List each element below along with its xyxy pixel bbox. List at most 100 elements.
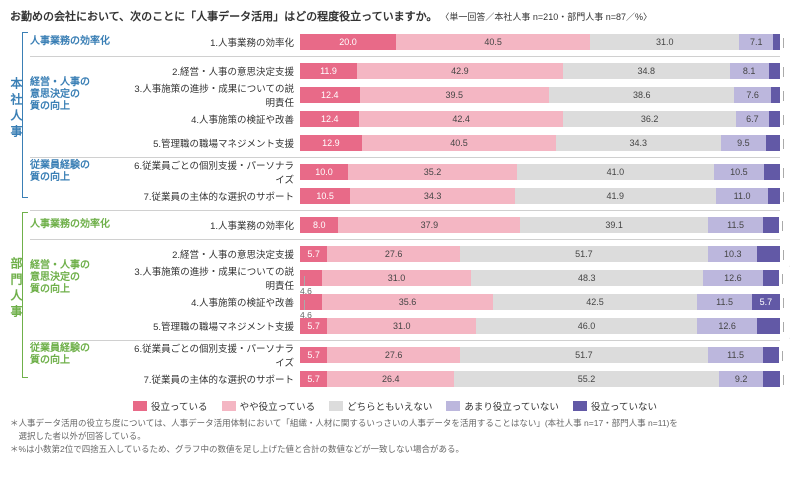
legend-label: やや役立っている — [240, 399, 316, 413]
bar-segment: 31.0 — [590, 34, 739, 50]
chart-row: 従業員経験の 質の向上6.従業員ごとの個別支援・パーソナライズ5.727.651… — [30, 343, 780, 367]
bar-segment: 40.5 — [396, 34, 590, 50]
stacked-bar: 12.940.534.39.52.9 — [300, 135, 780, 151]
bar-segment: 34.3 — [350, 188, 514, 204]
bar-segment: 4.6 — [300, 294, 322, 310]
item-label: 2.経営・人事の意思決定支援 — [130, 247, 300, 261]
stacked-bar: 4.635.642.511.55.75.7 — [300, 294, 780, 310]
bar-segment: 40.5 — [362, 135, 556, 151]
chart-row: 5.管理職の職場マネジメント支援5.731.046.012.64.6 — [30, 314, 780, 338]
legend-swatch — [133, 401, 147, 411]
bar-segment: 8.0 — [300, 217, 338, 233]
bar-segment: 35.2 — [348, 164, 517, 180]
legend-label: 役立っている — [151, 399, 208, 413]
title-sub: 〈単一回答／本社人事 n=210・部門人事 n=87／%〉 — [440, 12, 652, 22]
category-label: 従業員経験の 質の向上 — [30, 343, 130, 367]
legend-item: 役立っていない — [573, 399, 657, 413]
bar-segment: 9.2 — [719, 371, 763, 387]
legend-swatch — [329, 401, 343, 411]
item-label: 7.従業員の主体的な選択のサポート — [130, 189, 300, 203]
bar-segment: 36.2 — [563, 111, 737, 127]
item-label: 1.人事業務の効率化 — [130, 218, 300, 232]
stacked-bar: 5.726.455.29.23.4 — [300, 371, 780, 387]
item-label: 3.人事施策の進捗・成果についての説明責任 — [130, 81, 300, 109]
bar-segment: 12.9 — [300, 135, 362, 151]
stacked-bar: 12.442.436.26.72.4 — [300, 111, 780, 127]
vertical-labels: 本社人事部門人事 — [10, 28, 30, 393]
legend-label: あまり役立っていない — [464, 399, 559, 413]
item-label: 4.人事施策の検証や改善 — [130, 112, 300, 126]
item-label: 4.人事施策の検証や改善 — [130, 295, 300, 309]
bar-segment: 3.4 — [763, 270, 779, 286]
bar-segment: 27.6 — [327, 347, 459, 363]
bar-segment: 2.4 — [769, 111, 781, 127]
chart-title: お勤めの会社において、次のことに「人事データ活用」はどの程度役立っていますか。 … — [10, 8, 780, 24]
chart-row: 5.管理職の職場マネジメント支援12.940.534.39.52.9 — [30, 131, 780, 155]
bar-segment: 41.9 — [515, 188, 716, 204]
bar-segment: 42.9 — [357, 63, 563, 79]
bar-segment: 3.3 — [764, 164, 780, 180]
bar-segment: 3.4 — [763, 347, 779, 363]
group-vlabel: 部門人事 — [8, 257, 25, 321]
bar-segment: 37.9 — [338, 217, 520, 233]
bar-segment: 31.0 — [322, 270, 471, 286]
bar-segment: 3.4 — [763, 371, 779, 387]
bar-segment: 12.6 — [697, 318, 757, 334]
bar-segment: 3.4 — [763, 217, 779, 233]
bar-segment: 42.4 — [359, 111, 562, 127]
chart-row: 経営・人事の 意思決定の 質の向上3.人事施策の進捗・成果についての説明責任4.… — [30, 266, 780, 290]
chart-row: 2.経営・人事の意思決定支援5.727.651.710.34.6 — [30, 242, 780, 266]
title-main: お勤めの会社において、次のことに「人事データ活用」はどの程度役立っていますか。 — [10, 11, 437, 23]
stacked-bar: 11.942.934.88.12.4 — [300, 63, 780, 79]
legend: 役立っている やや役立っているどちらともいえない あまり役立っていない 役立っていない — [10, 399, 780, 413]
chart-main: 人事業務の効率化1.人事業務の効率化20.040.531.07.11.42.経営… — [30, 28, 780, 393]
bar-segment: 7.6 — [734, 87, 770, 103]
bar-segment: 38.6 — [549, 87, 734, 103]
item-label: 1.人事業務の効率化 — [130, 35, 300, 49]
chart-row: 7.従業員の主体的な選択のサポート10.534.341.911.02.4 — [30, 184, 780, 208]
item-label: 5.管理職の職場マネジメント支援 — [130, 319, 300, 333]
footnote-line: ＊人事データ活用の役立ち度については、人事データ活用体制において「組織・人材に関… — [10, 417, 780, 443]
bar-segment: 51.7 — [460, 246, 708, 262]
bar-segment: 55.2 — [454, 371, 719, 387]
bar-segment: 10.3 — [708, 246, 757, 262]
item-label: 5.管理職の職場マネジメント支援 — [130, 136, 300, 150]
chart-row: 7.従業員の主体的な選択のサポート5.726.455.29.23.4 — [30, 367, 780, 391]
stacked-bar: 5.731.046.012.64.6 — [300, 318, 780, 334]
bar-segment: 34.3 — [556, 135, 720, 151]
bar-segment: 10.5 — [300, 188, 350, 204]
bar-segment: 4.6 — [757, 318, 779, 334]
legend-label: 役立っていない — [591, 399, 657, 413]
bar-segment: 11.9 — [300, 63, 357, 79]
group-vlabel: 本社人事 — [8, 77, 25, 141]
chart-row: 経営・人事の 意思決定の 質の向上3.人事施策の進捗・成果についての説明責任12… — [30, 83, 780, 107]
bar-segment: 5.75.7 — [752, 294, 779, 310]
category-label: 従業員経験の 質の向上 — [30, 160, 130, 184]
item-label: 3.人事施策の進捗・成果についての説明責任 — [130, 264, 300, 292]
legend-item: どちらともいえない — [329, 399, 432, 413]
legend-item: やや役立っている — [222, 399, 316, 413]
legend-swatch — [573, 401, 587, 411]
bar-segment: 35.6 — [322, 294, 493, 310]
bar-segment: 48.3 — [471, 270, 703, 286]
bar-segment: 39.1 — [520, 217, 708, 233]
bar-segment: 11.5 — [697, 294, 752, 310]
stacked-bar: 4.631.048.312.63.4 — [300, 270, 780, 286]
item-label: 6.従業員ごとの個別支援・パーソナライズ — [130, 341, 300, 369]
bar-segment: 51.7 — [460, 347, 708, 363]
bar-segment: 11.5 — [708, 217, 763, 233]
bar-segment: 8.1 — [730, 63, 769, 79]
category-label: 人事業務の効率化 — [30, 219, 130, 231]
bar-segment: 27.6 — [327, 246, 459, 262]
category-label: 人事業務の効率化 — [30, 36, 130, 48]
bar-segment: 11.5 — [708, 347, 763, 363]
item-label: 7.従業員の主体的な選択のサポート — [130, 372, 300, 386]
bar-segment: 10.0 — [300, 164, 348, 180]
stacked-bar: 5.727.651.710.34.6 — [300, 246, 780, 262]
bar-segment: 31.0 — [327, 318, 476, 334]
stacked-bar: 10.534.341.911.02.4 — [300, 188, 780, 204]
stacked-bar: 12.439.538.67.61.9 — [300, 87, 780, 103]
stacked-bar: 10.035.241.010.53.3 — [300, 164, 780, 180]
bar-segment: 4.6 — [300, 270, 322, 286]
bar-segment: 2.9 — [766, 135, 780, 151]
